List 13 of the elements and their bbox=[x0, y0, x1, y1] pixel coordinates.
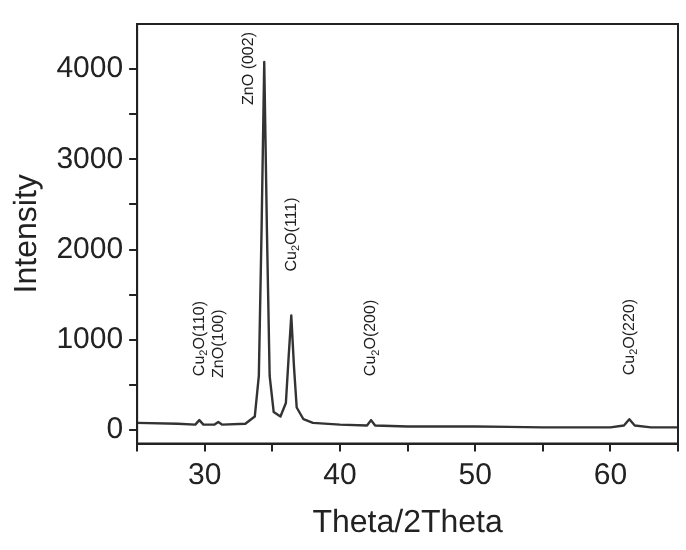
y-tick-label: 4000 bbox=[56, 51, 124, 86]
annotation: ZnO (002) bbox=[238, 31, 257, 105]
x-axis-title: Theta/2Theta bbox=[312, 505, 503, 540]
y-tick-label: 2000 bbox=[56, 231, 124, 266]
annotation: ZnO(100) bbox=[208, 308, 227, 378]
y-tick-label: 1000 bbox=[56, 322, 124, 357]
x-tick-label: 60 bbox=[593, 457, 628, 492]
y-tick-label: 3000 bbox=[56, 141, 124, 176]
x-tick-label: 50 bbox=[458, 457, 492, 492]
y-axis-title: Intensity bbox=[10, 174, 45, 294]
y-tick-label: 0 bbox=[106, 412, 124, 447]
x-tick-label: 30 bbox=[188, 457, 222, 492]
x-tick-label: 40 bbox=[323, 457, 357, 492]
